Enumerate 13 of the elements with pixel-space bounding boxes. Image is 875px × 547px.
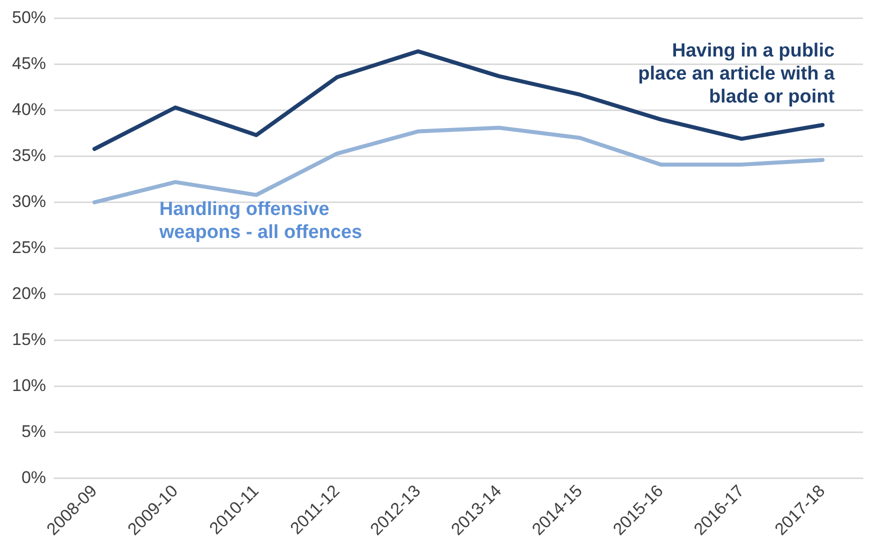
y-tick-label: 50% xyxy=(12,8,46,27)
y-tick-label: 20% xyxy=(12,284,46,304)
y-tick-label: 15% xyxy=(12,330,46,350)
y-tick-label: 0% xyxy=(21,468,46,488)
y-tick-label: 40% xyxy=(12,100,46,119)
y-tick-label: 45% xyxy=(12,54,46,73)
series-label: Handling offensive weapons - all offences xyxy=(158,198,362,243)
y-tick-label: 30% xyxy=(12,192,46,211)
y-tick-label: 5% xyxy=(21,422,46,442)
series-label: Having in a public place an article with a blade or point xyxy=(638,40,836,108)
y-tick-label: 10% xyxy=(12,376,46,396)
y-tick-label: 35% xyxy=(12,146,46,165)
y-tick-label: 25% xyxy=(12,238,46,258)
